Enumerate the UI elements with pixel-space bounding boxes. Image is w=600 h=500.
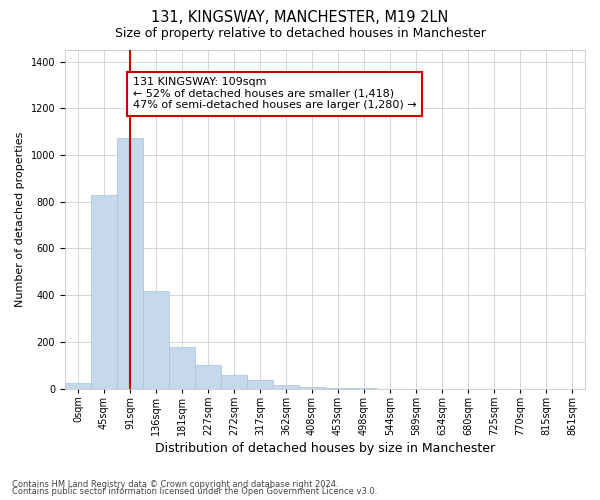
Bar bbox=[273, 385, 299, 388]
Bar bbox=[169, 346, 195, 389]
Bar bbox=[143, 290, 169, 388]
Bar bbox=[65, 383, 91, 388]
Bar bbox=[221, 375, 247, 388]
Text: 131 KINGSWAY: 109sqm
← 52% of detached houses are smaller (1,418)
47% of semi-de: 131 KINGSWAY: 109sqm ← 52% of detached h… bbox=[133, 77, 416, 110]
Bar bbox=[247, 380, 273, 388]
Y-axis label: Number of detached properties: Number of detached properties bbox=[15, 132, 25, 307]
Bar bbox=[91, 195, 117, 388]
Text: Contains HM Land Registry data © Crown copyright and database right 2024.: Contains HM Land Registry data © Crown c… bbox=[12, 480, 338, 489]
X-axis label: Distribution of detached houses by size in Manchester: Distribution of detached houses by size … bbox=[155, 442, 495, 455]
Bar bbox=[195, 366, 221, 388]
Text: 131, KINGSWAY, MANCHESTER, M19 2LN: 131, KINGSWAY, MANCHESTER, M19 2LN bbox=[151, 10, 449, 25]
Bar bbox=[117, 138, 143, 388]
Text: Contains public sector information licensed under the Open Government Licence v3: Contains public sector information licen… bbox=[12, 487, 377, 496]
Text: Size of property relative to detached houses in Manchester: Size of property relative to detached ho… bbox=[115, 28, 485, 40]
